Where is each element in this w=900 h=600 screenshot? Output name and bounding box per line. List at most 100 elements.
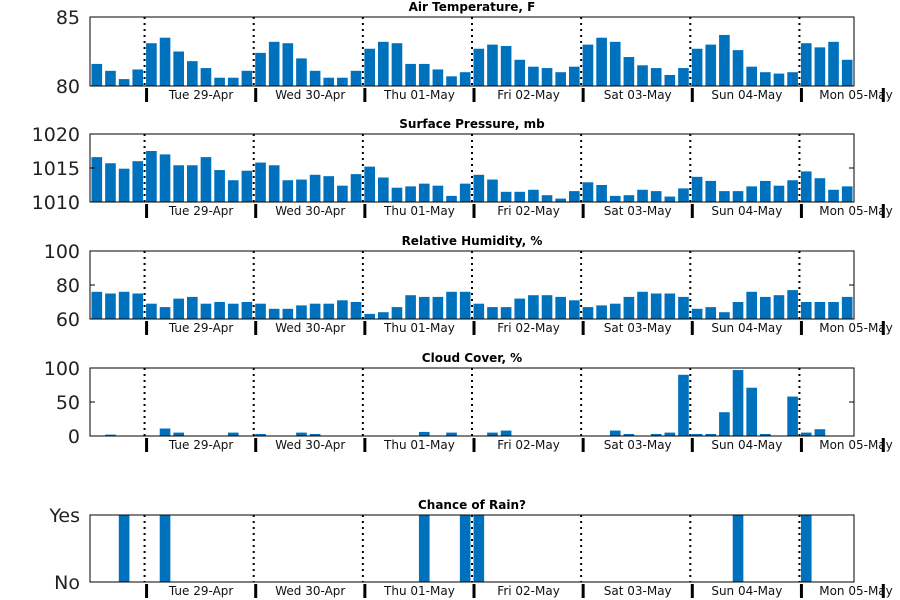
bar	[214, 302, 225, 319]
bar	[664, 293, 676, 319]
bar	[241, 302, 253, 319]
bar	[637, 65, 648, 86]
x-day-label: Thu 01-May	[383, 584, 455, 598]
bar	[609, 41, 621, 86]
bar	[800, 43, 812, 86]
bar	[364, 48, 375, 86]
bar	[828, 302, 839, 319]
bar	[418, 296, 430, 319]
bar	[773, 185, 785, 202]
bar	[255, 52, 266, 86]
bar	[173, 51, 184, 86]
panel-5: Chance of Rain? No Yes Tue 29-Apr Wed 30-Apr…	[48, 498, 893, 598]
bar	[500, 191, 512, 202]
bar	[473, 174, 485, 202]
bar	[555, 72, 566, 86]
bar	[200, 157, 212, 202]
bar	[678, 296, 689, 319]
bar	[268, 41, 280, 86]
panel-title: Cloud Cover, %	[422, 351, 522, 365]
y-tick-label: 80	[56, 76, 80, 98]
bar	[596, 185, 607, 202]
bar	[132, 161, 144, 202]
bar	[514, 59, 526, 86]
bar	[418, 515, 430, 582]
bar	[296, 58, 307, 86]
bar	[800, 171, 812, 202]
bar	[500, 430, 512, 436]
bar	[596, 37, 607, 86]
bar	[255, 162, 266, 202]
panel-3: Relative Humidity, % 60 80 100 Tue 29-Apr Wed…	[44, 234, 893, 335]
x-day-label: Fri 02-May	[497, 584, 560, 598]
x-day-label: Wed 30-Apr	[275, 584, 345, 598]
bar	[309, 174, 321, 202]
bar	[227, 303, 239, 319]
bar	[650, 293, 662, 319]
x-day-label: Mon 05-May	[819, 321, 893, 335]
x-day-label: Sat 03-May	[604, 204, 672, 218]
bar	[609, 195, 621, 202]
bar	[405, 186, 416, 202]
bar	[800, 302, 812, 319]
bar	[473, 515, 485, 582]
bar	[268, 308, 280, 319]
x-day-label: Sun 04-May	[711, 321, 782, 335]
bar	[323, 303, 335, 319]
bar	[391, 307, 403, 319]
bar	[459, 183, 471, 202]
bar	[555, 296, 566, 319]
y-tick-label: 100	[44, 358, 80, 380]
bar	[146, 43, 157, 86]
bar	[323, 176, 335, 202]
x-day-label: Thu 01-May	[383, 321, 455, 335]
bar	[337, 300, 348, 319]
bar	[650, 433, 662, 436]
bar	[309, 70, 321, 86]
x-day-label: Thu 01-May	[383, 438, 455, 452]
bar	[309, 433, 321, 436]
bar	[446, 291, 457, 319]
bar	[459, 291, 471, 319]
bar	[323, 77, 335, 86]
bar	[528, 189, 539, 202]
bar	[391, 187, 403, 202]
bar	[664, 432, 676, 436]
bar	[91, 291, 103, 319]
bar	[446, 195, 457, 202]
bar	[241, 170, 253, 202]
panel-title: Surface Pressure, mb	[399, 117, 545, 131]
bar	[623, 195, 635, 202]
y-tick-label: No	[54, 572, 80, 594]
bar	[678, 188, 689, 202]
bar	[650, 191, 662, 202]
bar	[787, 72, 798, 86]
x-day-label: Sat 03-May	[604, 321, 672, 335]
panel-2: Surface Pressure, mb 1010 1015 1020 Tue 29-A…	[32, 117, 893, 218]
bar	[418, 183, 430, 202]
bar	[719, 412, 730, 436]
bar	[500, 307, 512, 319]
bar	[582, 307, 594, 319]
bar	[719, 34, 730, 86]
bar	[691, 308, 703, 319]
bar	[746, 186, 757, 202]
bar	[132, 293, 144, 319]
bar	[118, 79, 130, 86]
x-day-label: Fri 02-May	[497, 438, 560, 452]
bar	[623, 296, 635, 319]
bar	[746, 66, 757, 86]
x-day-label: Mon 05-May	[819, 88, 893, 102]
bar	[227, 432, 239, 436]
bar	[350, 70, 362, 86]
bar	[364, 166, 375, 202]
bar	[623, 433, 635, 436]
bar	[282, 180, 294, 202]
bar	[405, 295, 416, 319]
x-day-label: Sat 03-May	[604, 438, 672, 452]
bar	[637, 189, 648, 202]
bar	[569, 66, 580, 86]
bar	[528, 66, 539, 86]
x-day-label: Mon 05-May	[819, 438, 893, 452]
